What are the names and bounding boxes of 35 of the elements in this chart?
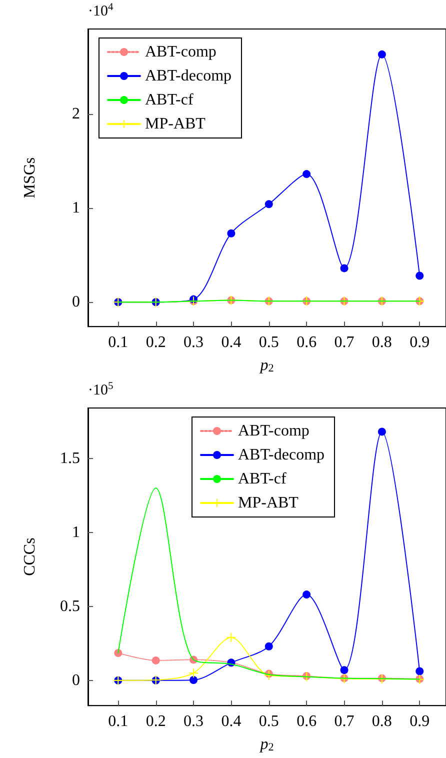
x-tick-label: 0.3	[184, 334, 204, 352]
x-tick-label: 0.4	[221, 713, 242, 730]
x-tick-label: 0.2	[146, 713, 166, 730]
x-tick-label: 0.8	[372, 713, 392, 730]
x-tick-label: 0.7	[334, 334, 354, 352]
y-tick-label: 1	[72, 524, 80, 541]
x-tick-label: 0.8	[372, 334, 392, 352]
x-tick-label: 0.5	[258, 713, 279, 730]
legend-label: ABT-cf	[238, 470, 287, 488]
y-tick-label: 1	[72, 199, 80, 216]
x-tick-label: 0.9	[410, 334, 430, 352]
y-tick-label: 1.5	[60, 450, 80, 467]
x-tick-label: 0.2	[146, 334, 166, 352]
x-tick-label: 0.1	[108, 713, 128, 730]
x-tick-label: 0.6	[296, 713, 317, 730]
legend-label: MP-ABT	[145, 116, 206, 132]
x-tick-label: 0.9	[410, 713, 430, 730]
legend-label: ABT-cf	[145, 92, 194, 108]
legend-label: ABT-decomp	[238, 446, 325, 464]
legend-label: ABT-decomp	[145, 68, 232, 84]
y-axis-title: MSGs	[22, 157, 38, 198]
y-tick-label: 0	[72, 672, 80, 689]
y-tick-label: 0	[72, 294, 80, 311]
y-tick-label: 2	[72, 105, 80, 122]
y-tick-label: 0.5	[60, 598, 80, 615]
legend-label: ABT-comp	[238, 422, 310, 440]
legend-label: MP-ABT	[238, 494, 299, 512]
x-tick-label: 0.7	[334, 713, 354, 730]
legend-label: ABT-comp	[145, 44, 216, 60]
x-tick-label: 0.5	[258, 334, 279, 352]
x-tick-label: 0.3	[184, 713, 204, 730]
y-axis-title: CCCs	[22, 538, 38, 576]
x-tick-label: 0.6	[296, 334, 317, 352]
x-tick-label: 0.1	[108, 334, 128, 352]
x-tick-label: 0.4	[221, 334, 242, 352]
